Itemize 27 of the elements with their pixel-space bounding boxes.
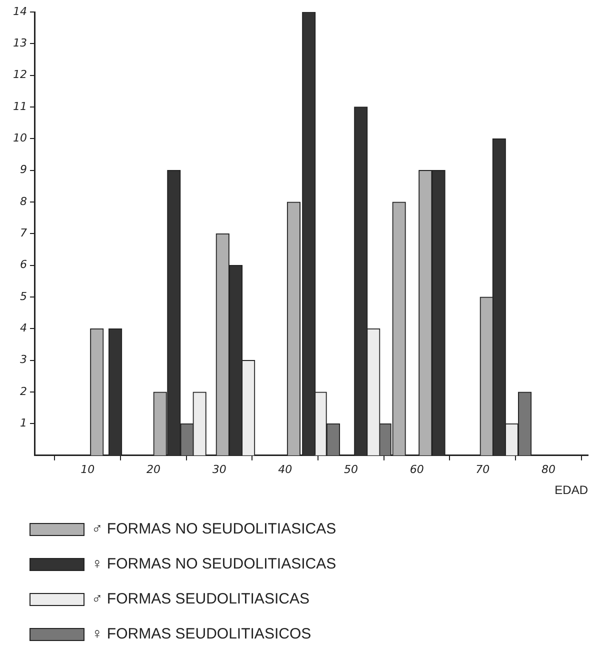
- x-tick-label: 30: [212, 462, 226, 476]
- legend-label: ♂ FORMAS SEUDOLITIASICAS: [92, 590, 310, 608]
- y-tick-label: 2: [20, 384, 27, 398]
- y-tick-label: 1: [20, 416, 27, 430]
- y-tick-label: 4: [20, 322, 27, 335]
- x-tick-label: 70: [476, 462, 490, 476]
- y-tick-label: 9: [20, 163, 27, 176]
- legend-label: ♀ FORMAS NO SEUDOLITIASICAS: [92, 556, 336, 573]
- y-tick-label: 11: [12, 100, 27, 113]
- x-tick-label: 10: [80, 462, 95, 476]
- y-tick-label: 14: [12, 4, 27, 18]
- y-tick-label: 7: [20, 226, 27, 240]
- y-tick-label: 6: [20, 258, 27, 272]
- x-tick-label: 40: [278, 462, 292, 476]
- y-tick-label: 10: [12, 132, 27, 145]
- x-tick-label: 20: [146, 462, 160, 476]
- x-tick-label: 80: [542, 462, 556, 476]
- y-tick-label: 5: [20, 290, 27, 303]
- y-tick-label: 13: [12, 36, 27, 50]
- legend-label: ♂ FORMAS NO SEUDOLITIASICAS: [92, 520, 336, 538]
- x-tick-label: 50: [344, 462, 358, 476]
- legend-label: ♀ FORMAS SEUDOLITIASICOS: [92, 626, 312, 643]
- x-axis-title: EDAD: [554, 483, 588, 498]
- y-tick-label: 3: [20, 353, 27, 366]
- y-tick-label: 8: [20, 194, 27, 208]
- x-tick-label: 60: [410, 462, 424, 476]
- y-tick-label: 12: [12, 68, 27, 82]
